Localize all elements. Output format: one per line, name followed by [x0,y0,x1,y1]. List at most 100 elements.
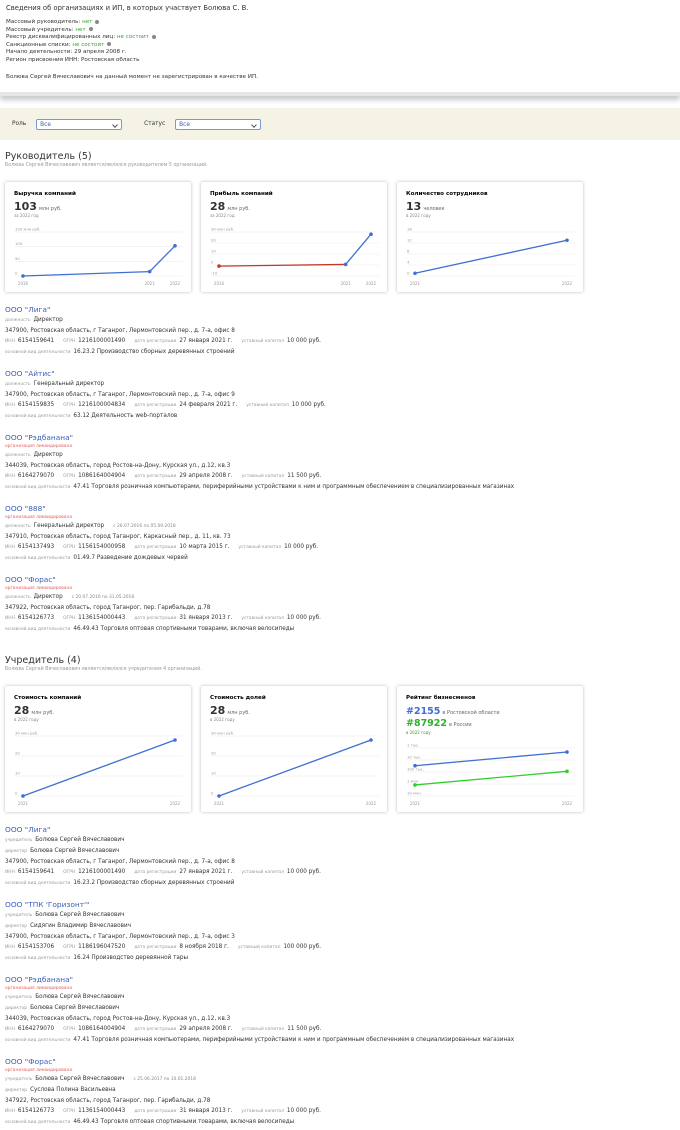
field-value: Директор [33,594,63,600]
y-tick-label: 0 [407,271,410,276]
field-value: 6154137493 [17,544,55,550]
y-tick-label: 10 [211,249,216,254]
org-row: директор Суслова Полина Васильевна [5,1085,680,1096]
org-name[interactable]: ООО "ТПК 'Горизонт'" [5,900,90,909]
chart-title: Стоимость компаний [14,694,81,701]
org-row: должность Директор с 20.07.2016 по 31.05.2… [5,592,680,603]
field-label: уставный капитал [241,870,284,875]
org-row: директор Сидягин Владимир Вячеславович [5,921,680,932]
field-label: ИНН [5,945,15,950]
org-list: ООО "Лига" должность Директор 347900, Росто… [0,304,680,635]
fact-label: Санкционные списки: [6,41,71,48]
x-tick-label: 2021 [410,281,421,286]
field-label: основной вид деятельности [5,956,71,961]
field-label: дата регистрации [134,1027,177,1032]
org-name[interactable]: ООО "Лига" [5,825,51,834]
period: с 20.07.2016 по 31.05.2018 [71,595,135,600]
organization: ООО "Лига" учредитель Болюва Сергей Вячесл… [5,824,680,889]
section: Учредитель (4) Болюва Сергей Вячеславович… [0,655,680,1128]
org-name[interactable]: ООО "Лига" [5,305,51,314]
field-value: 1156154000958 [78,544,126,550]
org-row: ИНН 6164279070 ОГРН 1086164004904 дата регис… [5,1024,680,1035]
chart-note: в 2022 году [210,717,235,722]
field-value: Директор [33,317,63,323]
chart-row: Выручка компаний 103 млн руб. за 2022 год 15… [0,182,680,292]
y-tick-label: 20 [211,238,216,243]
field-label: ОГРН [63,870,76,875]
organization: ООО "Лига" должность Директор 347900, Росто… [5,304,680,358]
period: с 26.07.2016 по 05.09.2018 [113,524,176,529]
rank-label: в России [449,722,472,728]
field-value: 27 января 2021 г. [179,338,233,344]
field-label: ОГРН [63,474,76,479]
field-value: 10 марта 2015 г. [179,544,230,550]
field-label: уставный капитал [241,1027,285,1032]
fact-label: Реестр дисквалифицированных лиц: [6,34,116,41]
chart-row: Стоимость компаний 28 млн руб. в 2022 году 3… [0,686,680,812]
section-title: Руководитель (5) [5,151,92,162]
y-tick-label: 0 [15,271,18,276]
chart-unit: млн руб. [39,206,62,212]
org-row: директор Болюва Сергей Вячеславович [5,846,680,857]
fact: Санкционные списки: не состоит [6,42,674,50]
field-value: 10 000 руб. [286,1108,321,1114]
org-row: основной вид деятельности 47.41 Торговля … [5,1035,680,1046]
org-name[interactable]: ООО "Форас" [5,1057,56,1066]
field-label: ОГРН [63,545,76,550]
field-value: Болюва Сергей Вячеславович [35,837,125,843]
data-point [217,264,221,268]
y-tick-label: 12 [407,238,412,243]
field-label: ОГРН [63,616,76,621]
y-tick-label: 10 млн [407,791,421,796]
field-value: Болюва Сергей Вячеславович [35,912,125,918]
org-name[interactable]: ООО "Рэдбанана" [5,433,74,442]
data-point [369,738,373,742]
field-label: ИНН [5,870,15,875]
field-label: должность [5,453,31,458]
line-segment [22,270,150,277]
chart-value: 13 [406,200,421,213]
address: 347900, Ростовская область, г Таганрог, … [5,859,235,865]
org-row: 347910, Ростовская область, город Таганр… [5,532,680,542]
field-label: должность [5,382,31,387]
chart-card: Количество сотрудников 13 человек в 2022 го… [397,182,583,292]
panel-title: Сведения об организациях и ИП, в которых… [6,4,249,12]
org-name[interactable]: ООО "Рэдбанана" [5,975,74,984]
org-row: основной вид деятельности 01.49.7 Разведе… [5,553,680,564]
y-tick-label: 0 [15,791,18,796]
data-point [565,238,569,243]
data-point [217,794,221,798]
x-tick-label: 2021 [214,801,225,806]
field-value: 47.41 Торговля розничная компьютерами, п… [73,1037,515,1043]
y-tick-label: 16 [407,227,412,232]
address: 347900, Ростовская область, г Таганрог, … [5,328,235,334]
field-value: 16.23.2 Производство сборных деревянных … [73,349,235,355]
org-status: организация ликвидирована [5,444,73,449]
org-name[interactable]: ООО "Форас" [5,575,56,584]
field-label: дата регистрации [134,403,177,408]
org-status: организация ликвидирована [5,586,73,591]
section-subtitle: Болюва Сергей Вячеславович является/явля… [5,163,208,168]
org-row: основной вид деятельности 16.24 Производс… [5,953,680,964]
line-segment [218,263,346,267]
field-value: 6154159641 [17,338,55,344]
rank-value: #2155 [406,706,440,717]
field-label: уставный капитал [241,1109,284,1114]
status-select[interactable]: Все [175,118,262,130]
role-select[interactable]: Все [36,118,123,130]
info-icon [95,19,100,24]
field-label: уставный капитал [241,616,284,621]
field-value: 29 апреля 2008 г. [179,1026,233,1032]
field-value: 1136154000443 [78,615,126,621]
org-name[interactable]: ООО "Айтис" [5,369,55,378]
organization: ООО "Форас" организация ликвидирована долж… [5,574,680,635]
line-segment [414,239,568,274]
chart-note: за 2022 год [14,213,39,218]
organization: ООО "ТПК 'Горизонт'" учредитель Болюва Сер… [5,899,680,964]
field-value: 1216100004834 [78,402,126,408]
org-row: ИНН 6154159641 ОГРН 1216100001490 дата регис… [5,336,680,347]
info-icon [88,27,93,32]
org-name[interactable]: ООО "888" [5,504,46,513]
field-value: Директор [33,452,63,458]
org-status: организация ликвидирована [5,1068,73,1073]
